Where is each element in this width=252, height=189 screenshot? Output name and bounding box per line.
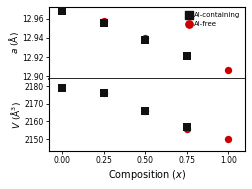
Legend: Al-containing, Al-free: Al-containing, Al-free	[185, 10, 242, 28]
Y-axis label: $a$ (Å): $a$ (Å)	[7, 32, 21, 54]
Point	[60, 87, 64, 90]
Point	[185, 125, 189, 128]
Point	[102, 20, 106, 23]
Point	[102, 22, 106, 25]
Point	[102, 92, 106, 95]
Point	[185, 55, 189, 58]
Point	[143, 109, 147, 112]
Point	[185, 127, 189, 130]
Y-axis label: $V$ (Å$^3$): $V$ (Å$^3$)	[9, 101, 23, 129]
Point	[60, 9, 64, 12]
X-axis label: Composition ($x$): Composition ($x$)	[108, 168, 186, 182]
Point	[102, 92, 106, 95]
Point	[226, 138, 230, 141]
Point	[226, 68, 230, 71]
Point	[143, 36, 147, 39]
Point	[143, 109, 147, 112]
Point	[143, 38, 147, 41]
